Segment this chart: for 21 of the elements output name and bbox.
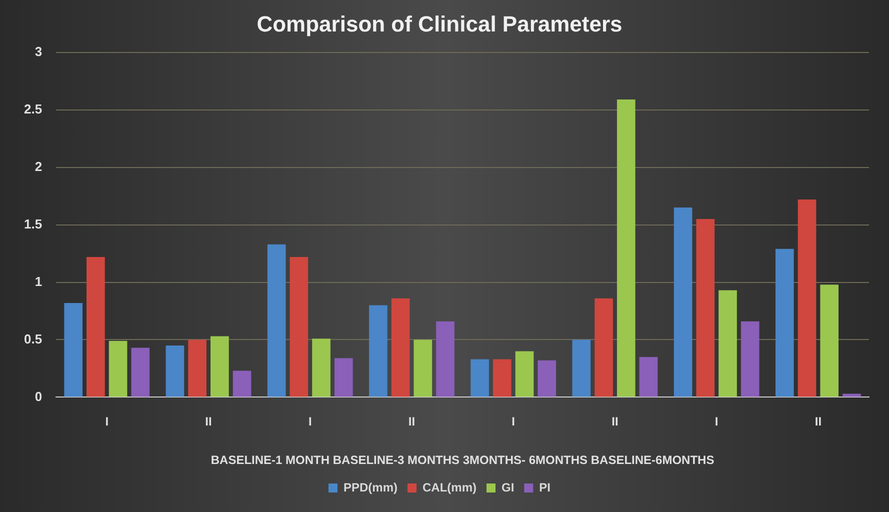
chart-title: Comparison of Clinical Parameters <box>256 11 622 36</box>
y-tick-label: 0 <box>34 388 42 404</box>
y-tick-label: 1 <box>34 274 42 289</box>
y-tick-label: 1.5 <box>24 216 42 232</box>
x-tick-label: II <box>408 414 416 429</box>
x-tick-label: II <box>612 414 618 429</box>
legend-label: GI <box>501 480 514 494</box>
legend-label: PI <box>539 480 551 494</box>
y-tick-label: 2.5 <box>24 101 42 116</box>
legend-label: CAL(mm) <box>422 480 477 494</box>
y-tick-label: 3 <box>34 44 42 59</box>
x-tick-label: II <box>814 414 822 429</box>
x-axis-title: BASELINE-1 MONTH BASELINE-3 MONTHS 3MONTHS- 6MONTHS BASELINE-6MONTHS <box>210 453 714 468</box>
y-tick-label: 0.5 <box>24 331 42 346</box>
y-tick-label: 2 <box>34 158 42 174</box>
x-tick-label: I <box>308 414 312 429</box>
legend-label: PPD(mm) <box>343 480 398 494</box>
x-tick-label: I <box>714 414 718 429</box>
x-tick-label: I <box>105 414 109 429</box>
x-tick-label: II <box>205 414 212 429</box>
x-tick-label: I <box>512 414 516 429</box>
